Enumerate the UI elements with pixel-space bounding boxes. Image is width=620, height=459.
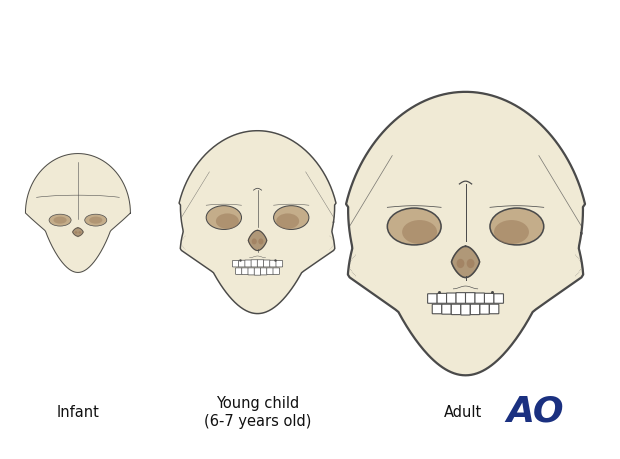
FancyBboxPatch shape — [475, 293, 485, 303]
FancyBboxPatch shape — [494, 294, 503, 303]
FancyBboxPatch shape — [242, 268, 249, 275]
FancyBboxPatch shape — [248, 268, 255, 275]
Ellipse shape — [252, 239, 257, 245]
Ellipse shape — [85, 215, 107, 227]
Ellipse shape — [206, 206, 241, 230]
FancyBboxPatch shape — [489, 304, 499, 314]
Polygon shape — [346, 93, 585, 375]
FancyBboxPatch shape — [480, 304, 489, 314]
Text: Young child
(6-7 years old): Young child (6-7 years old) — [204, 396, 311, 428]
Polygon shape — [179, 131, 336, 314]
FancyBboxPatch shape — [451, 304, 461, 315]
Ellipse shape — [494, 221, 529, 245]
FancyBboxPatch shape — [254, 268, 261, 275]
Ellipse shape — [216, 214, 239, 230]
Polygon shape — [73, 229, 83, 237]
FancyBboxPatch shape — [239, 261, 246, 267]
Ellipse shape — [273, 206, 309, 230]
FancyBboxPatch shape — [260, 268, 267, 275]
FancyBboxPatch shape — [245, 260, 252, 267]
Text: Adult: Adult — [444, 404, 482, 419]
FancyBboxPatch shape — [442, 304, 451, 314]
FancyBboxPatch shape — [264, 260, 270, 267]
FancyBboxPatch shape — [456, 293, 466, 303]
Ellipse shape — [53, 217, 67, 224]
FancyBboxPatch shape — [428, 294, 437, 303]
FancyBboxPatch shape — [236, 268, 242, 275]
Ellipse shape — [402, 221, 437, 245]
Ellipse shape — [49, 215, 71, 227]
FancyBboxPatch shape — [276, 261, 283, 267]
Ellipse shape — [277, 214, 299, 230]
FancyBboxPatch shape — [432, 304, 441, 314]
Ellipse shape — [467, 259, 474, 269]
FancyBboxPatch shape — [251, 260, 258, 267]
Text: AO: AO — [507, 394, 564, 428]
FancyBboxPatch shape — [437, 294, 446, 303]
Ellipse shape — [78, 232, 81, 234]
Polygon shape — [451, 247, 480, 278]
FancyBboxPatch shape — [446, 293, 456, 303]
Ellipse shape — [490, 208, 544, 246]
Ellipse shape — [388, 208, 441, 246]
Ellipse shape — [456, 259, 464, 269]
FancyBboxPatch shape — [267, 268, 273, 275]
Polygon shape — [25, 154, 130, 273]
FancyBboxPatch shape — [484, 294, 494, 303]
Ellipse shape — [74, 232, 78, 234]
FancyBboxPatch shape — [273, 268, 280, 275]
Polygon shape — [248, 231, 267, 251]
FancyBboxPatch shape — [232, 261, 239, 267]
FancyBboxPatch shape — [466, 293, 475, 303]
FancyBboxPatch shape — [471, 304, 480, 315]
Ellipse shape — [259, 239, 263, 245]
Ellipse shape — [89, 217, 102, 224]
FancyBboxPatch shape — [257, 260, 264, 267]
FancyBboxPatch shape — [270, 261, 277, 267]
Text: Infant: Infant — [57, 404, 100, 419]
FancyBboxPatch shape — [461, 304, 470, 315]
